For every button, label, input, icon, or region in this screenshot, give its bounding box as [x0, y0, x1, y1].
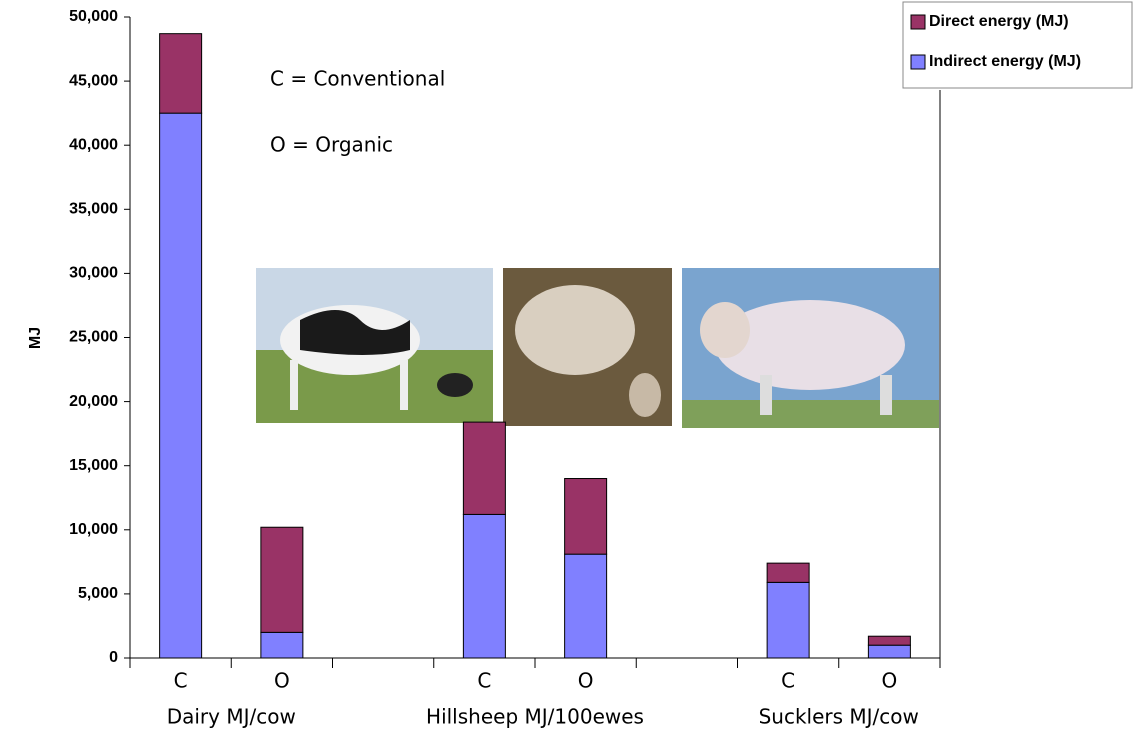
bar-segment — [260, 631, 304, 659]
bull-photo — [682, 268, 939, 428]
x-tick-label: C — [781, 669, 795, 693]
bar-segment — [766, 562, 810, 583]
legend-label: Direct energy (MJ) — [929, 13, 1069, 30]
group-label: Sucklers MJ/cow — [759, 705, 919, 729]
bar-segment — [159, 33, 203, 114]
y-tick-label: 40,000 — [69, 136, 118, 153]
bar-segment — [766, 581, 810, 659]
bar-segment — [462, 421, 506, 515]
y-tick-label: 10,000 — [69, 521, 118, 538]
y-tick-label: 5,000 — [78, 585, 118, 602]
bar-segment — [159, 112, 203, 659]
y-tick-label: 20,000 — [69, 393, 118, 410]
y-tick-label: 45,000 — [69, 72, 118, 89]
bar-segment — [462, 513, 506, 659]
y-tick-label: 15,000 — [69, 457, 118, 474]
bar-segment — [260, 526, 304, 633]
x-tick-label: O — [274, 669, 290, 693]
y-tick-label: 25,000 — [69, 329, 118, 346]
x-tick-label: O — [578, 669, 594, 693]
x-tick-label: O — [882, 669, 898, 693]
bar-segment — [564, 478, 608, 555]
group-label: Dairy MJ/cow — [167, 705, 296, 729]
annotation: O = Organic — [270, 133, 393, 157]
y-tick-label: 30,000 — [69, 265, 118, 282]
y-tick-label: 0 — [109, 649, 118, 666]
legend-box — [902, 1, 1133, 89]
bar-segment — [564, 553, 608, 659]
group-label: Hillsheep MJ/100ewes — [426, 705, 644, 729]
cow-photo — [256, 268, 493, 423]
legend-label: Indirect energy (MJ) — [929, 53, 1081, 70]
y-tick-label: 35,000 — [69, 201, 118, 218]
x-tick-label: C — [174, 669, 188, 693]
legend: Direct energy (MJ) Indirect energy (MJ) — [902, 1, 1133, 89]
y-tick-label: 50,000 — [69, 8, 118, 25]
bar-segment — [867, 644, 911, 659]
legend-swatch — [910, 14, 926, 30]
x-tick-label: C — [477, 669, 491, 693]
y-axis-label: MJ — [27, 327, 44, 349]
annotation: C = Conventional — [270, 67, 445, 91]
bar-segment — [867, 635, 911, 646]
sheep-photo — [503, 268, 672, 426]
legend-swatch — [910, 54, 926, 70]
